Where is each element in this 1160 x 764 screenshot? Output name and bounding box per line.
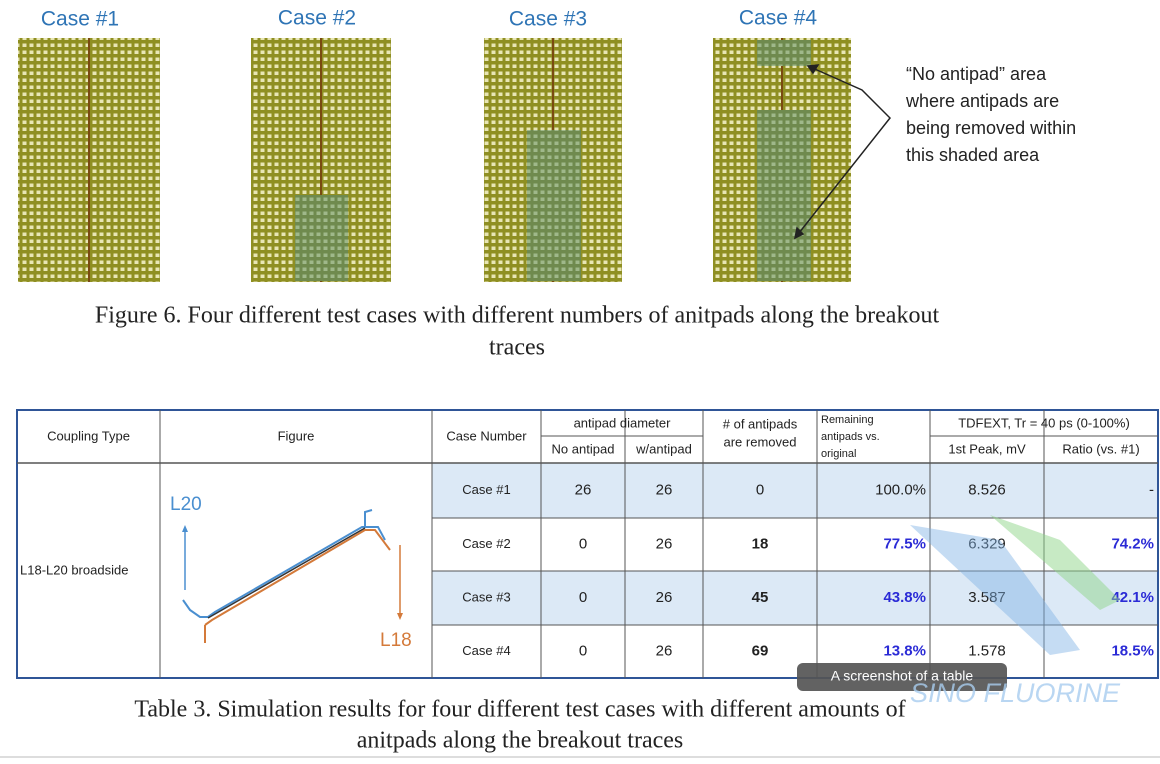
table-cell: 3.587 — [968, 589, 1006, 606]
table-header: antipad diameter — [574, 415, 672, 430]
table-cell: 45 — [752, 589, 769, 606]
tooltip-box — [797, 663, 1007, 691]
annotation: this shaded area — [906, 145, 1040, 165]
table: Coupling Type Figure Case Number antipad di… — [16, 409, 1159, 679]
figure-label: L20 — [170, 494, 202, 515]
table-cell: Case #4 — [462, 643, 510, 658]
table-cell: 26 — [656, 535, 673, 552]
table-cell: 77.5% — [883, 535, 926, 552]
table-header: Coupling Type — [47, 428, 130, 443]
figure-caption: traces — [489, 335, 545, 361]
watermark-swoosh — [910, 515, 1120, 655]
table-header: No antipad — [552, 441, 615, 456]
table-header: original — [821, 448, 856, 460]
table-cell: 1.578 — [968, 642, 1006, 659]
table-header: w/antipad — [635, 441, 692, 456]
case-label: Case #1 — [41, 8, 119, 31]
tooltip: A screenshot of a table — [831, 668, 974, 684]
table-cell: 26 — [656, 589, 673, 606]
figure-label: L18 — [380, 630, 412, 651]
case-label: Case #4 — [739, 7, 818, 30]
table-cell: 26 — [575, 481, 592, 498]
annotation: “No antipad” area — [906, 64, 1047, 84]
table-cell: 8.526 — [968, 481, 1006, 498]
row-background — [432, 571, 1158, 625]
table-header: antipads vs. — [821, 431, 880, 443]
table-caption: anitpads along the breakout traces — [357, 728, 684, 754]
table-cell: 26 — [656, 642, 673, 659]
table-header: Remaining — [821, 414, 874, 426]
table-border — [16, 409, 1159, 679]
table-cell: - — [1149, 481, 1154, 498]
pcb-case-3 — [484, 38, 622, 282]
table-header: # of antipads — [723, 416, 798, 431]
table-cell: 18.5% — [1111, 642, 1154, 659]
table-cell: 74.2% — [1111, 535, 1154, 552]
table-cell: Case #1 — [462, 482, 510, 497]
watermark: SINO FLUORINE — [910, 678, 1121, 708]
table-header: 1st Peak, mV — [948, 441, 1026, 456]
table-cell: Case #2 — [462, 536, 510, 551]
case-label: Case #2 — [278, 7, 356, 30]
table-cell: 43.8% — [883, 589, 926, 606]
table-cell: 18 — [752, 535, 769, 552]
annotation-arrows — [793, 64, 892, 240]
coupling-type: L18-L20 broadside — [20, 562, 128, 577]
table-cell: 13.8% — [883, 642, 926, 659]
table-cell: 42.1% — [1111, 589, 1154, 606]
row-background — [432, 463, 1158, 518]
table-header: Ratio (vs. #1) — [1062, 441, 1139, 456]
annotation: where antipads are — [905, 91, 1059, 111]
table-cell: 0 — [579, 589, 587, 606]
case-label: Case #3 — [509, 8, 587, 31]
table-header: Figure — [278, 428, 315, 443]
table-cell: 26 — [656, 481, 673, 498]
table-cell: 0 — [579, 642, 587, 659]
table-cell: 0 — [756, 481, 764, 498]
table-header: Case Number — [446, 428, 527, 443]
pcb-case-1 — [18, 38, 160, 282]
table-header: TDFEXT, Tr = 40 ps (0-100%) — [958, 415, 1130, 430]
table-header: are removed — [724, 434, 797, 449]
pcb-case-4 — [713, 38, 851, 282]
table-cell: 100.0% — [875, 481, 926, 498]
table-cell: 0 — [579, 535, 587, 552]
annotation: being removed within — [906, 118, 1076, 138]
table-figure — [182, 509, 403, 643]
table-cell: Case #3 — [462, 589, 510, 604]
figure-caption: Figure 6. Four different test cases with… — [95, 303, 940, 329]
test-case-figures — [18, 38, 892, 282]
pcb-case-2 — [251, 38, 391, 282]
table-cell: 6.329 — [968, 535, 1006, 552]
table-caption: Table 3. Simulation results for four dif… — [134, 697, 905, 723]
table-cell: 69 — [752, 642, 769, 659]
